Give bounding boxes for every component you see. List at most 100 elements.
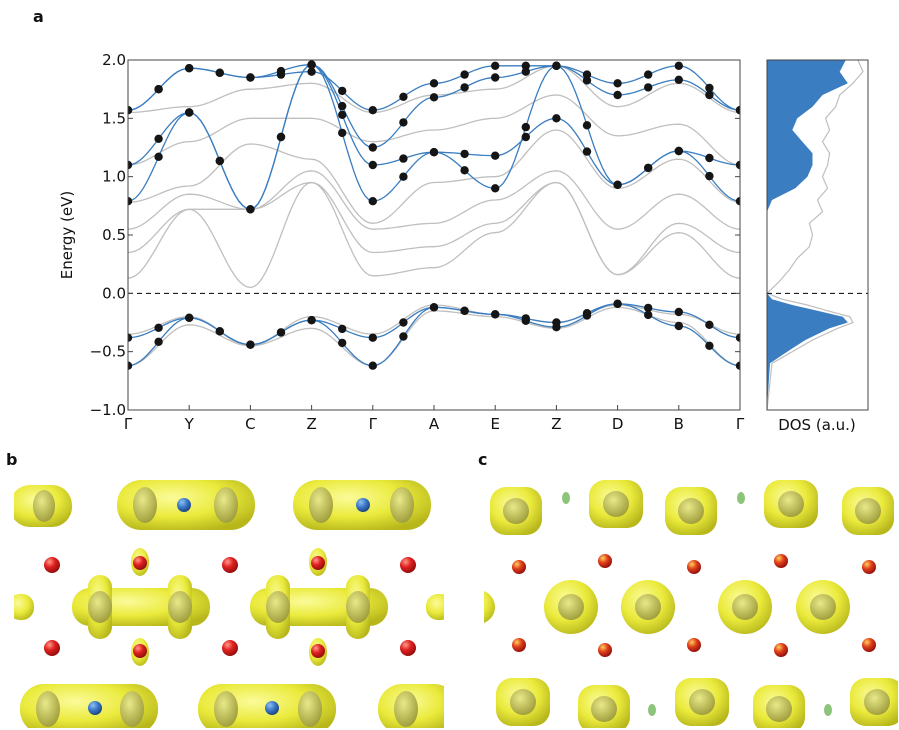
y-tick-label: 0.0 <box>102 284 126 302</box>
isosurface-lobe <box>14 485 72 527</box>
band-data-point <box>399 318 408 327</box>
isosurface-lobe <box>764 480 818 528</box>
oxygen-atom <box>862 638 876 652</box>
isosurface-lobe <box>850 678 898 726</box>
dft-band-line <box>128 181 740 289</box>
kpoint-label: Z <box>306 415 316 433</box>
band-data-point <box>429 148 439 157</box>
kpoint-label: B <box>674 415 684 433</box>
band-data-point <box>674 61 683 70</box>
band-data-point <box>705 83 714 93</box>
band-data-point <box>552 323 561 332</box>
dos-projected-area <box>767 60 848 410</box>
oxygen-atom <box>133 644 147 658</box>
band-data-point <box>338 324 347 334</box>
band-data-point <box>705 320 714 329</box>
isosurface-lobe <box>589 480 643 528</box>
band-data-point <box>399 118 408 127</box>
band-data-point <box>246 340 255 349</box>
band-data-point <box>429 303 439 312</box>
band-data-point <box>338 338 347 348</box>
band-structure-plot: 2.0 1.5 1.0 0.5 0.0 −0.5 −1.0 Γ Y C Z Γ A E Z D B Γ Ener… <box>58 51 745 433</box>
band-data-point <box>185 63 194 73</box>
band-data-point <box>521 122 530 132</box>
band-data-point <box>338 86 347 96</box>
y-tick-label: 1.5 <box>102 109 126 127</box>
band-data-point <box>399 92 408 102</box>
oxygen-atom <box>512 638 526 652</box>
dft-band-line <box>128 94 740 166</box>
y-axis-label: Energy (eV) <box>58 191 76 279</box>
band-data-point <box>154 85 163 94</box>
band-data-point <box>735 361 740 370</box>
band-data-point <box>307 60 316 69</box>
band-data-point <box>460 70 469 79</box>
small-atom <box>562 492 570 504</box>
band-data-point <box>521 132 530 142</box>
band-data-point <box>644 163 653 173</box>
band-data-point <box>735 160 740 170</box>
panel-label-b: b <box>6 450 17 469</box>
y-tick-label: 0.5 <box>102 226 126 244</box>
y-tick-label: 1.0 <box>102 168 126 186</box>
band-data-point <box>460 149 469 159</box>
band-data-point <box>128 160 133 170</box>
band-data-point <box>644 70 653 79</box>
isosurface-lobe <box>675 678 729 726</box>
oxygen-atom <box>311 644 325 658</box>
cation-atom <box>88 701 102 715</box>
band-data-point <box>368 106 377 115</box>
dos-x-label: DOS (a.u.) <box>778 416 856 434</box>
band-data-point <box>338 101 347 111</box>
band-data-point <box>613 90 622 100</box>
oxygen-atom <box>222 640 238 656</box>
band-data-point <box>582 311 592 320</box>
band-data-point <box>552 61 561 70</box>
band-data-point <box>705 341 714 350</box>
y-tick-label: 2.0 <box>102 51 126 69</box>
band-data-point <box>215 156 224 166</box>
band-data-point <box>128 333 133 342</box>
panel-label-c: c <box>478 450 487 469</box>
band-data-point <box>399 332 408 341</box>
kpoint-label: Γ <box>124 415 133 433</box>
oxygen-atom <box>222 557 238 573</box>
band-data-point <box>674 146 683 156</box>
band-data-point <box>644 310 653 320</box>
oxygen-atom <box>687 560 701 574</box>
structure-image-c <box>484 480 898 728</box>
dos-total-line <box>765 59 864 411</box>
cation-atom <box>356 498 370 512</box>
oxygen-atom <box>400 640 416 656</box>
isosurface-lobe <box>490 487 542 535</box>
band-data-point <box>338 110 347 120</box>
band-data-point <box>154 152 163 161</box>
band-data-point <box>338 128 347 138</box>
band-data-point <box>368 361 377 370</box>
structure-image-b <box>14 480 444 728</box>
kpoint-label: D <box>612 415 624 433</box>
band-data-point <box>154 134 163 143</box>
oxygen-atom <box>862 560 876 574</box>
band-data-point <box>582 147 592 156</box>
band-data-point <box>307 316 316 325</box>
cation-atom <box>177 498 191 512</box>
band-data-point <box>185 108 194 117</box>
oxygen-atom <box>512 560 526 574</box>
band-data-point <box>399 154 408 163</box>
isosurface-lobe <box>718 580 772 634</box>
dft-band-line <box>128 170 740 230</box>
band-data-point <box>491 184 500 193</box>
isosurface-lobe <box>72 575 210 639</box>
kpoint-label: Z <box>551 415 561 433</box>
band-data-point <box>521 61 530 70</box>
band-data-point <box>705 171 714 181</box>
oxygen-atom <box>598 643 612 657</box>
band-data-point <box>154 337 163 346</box>
small-atom <box>648 704 656 716</box>
band-data-point <box>276 132 286 142</box>
band-data-point <box>185 313 194 322</box>
kpoint-label: Γ <box>736 415 745 433</box>
band-data-point <box>276 328 286 337</box>
isosurface-lobe <box>796 580 850 634</box>
